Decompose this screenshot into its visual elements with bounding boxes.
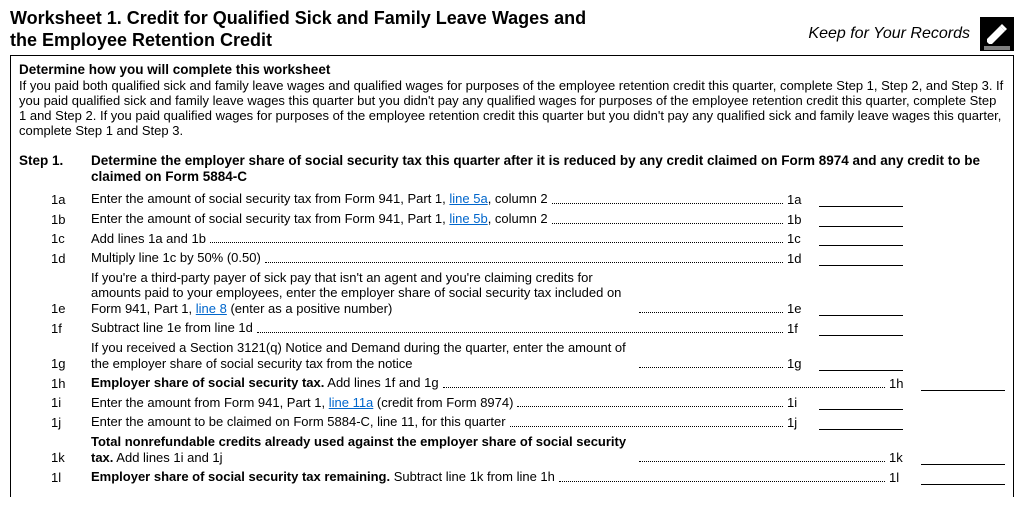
- line-1a: 1a Enter the amount of social security t…: [19, 191, 1005, 207]
- intro-paragraph: If you paid both qualified sick and fami…: [19, 79, 1005, 139]
- line-1c-blank[interactable]: [819, 232, 903, 246]
- line-1j-label: 1j: [19, 415, 75, 430]
- line-1a-text: Enter the amount of social security tax …: [75, 191, 548, 207]
- line-1d-text: Multiply line 1c by 50% (0.50): [75, 250, 261, 266]
- link-line8[interactable]: line 8: [196, 301, 227, 316]
- line-1c-label: 1c: [19, 231, 75, 246]
- line-1d-id: 1d: [787, 251, 813, 266]
- step1-row: Step 1. Determine the employer share of …: [19, 153, 1005, 185]
- line-1f-id: 1f: [787, 321, 813, 336]
- line-1e-label: 1e: [19, 301, 75, 316]
- line-1g: 1g If you received a Section 3121(q) Not…: [19, 340, 1005, 371]
- line-1a-blank[interactable]: [819, 193, 903, 207]
- line-1h-blank[interactable]: [921, 377, 1005, 391]
- step1-label: Step 1.: [19, 153, 79, 168]
- line-1b-text: Enter the amount of social security tax …: [75, 211, 548, 227]
- line-1d-label: 1d: [19, 251, 75, 266]
- determine-heading: Determine how you will complete this wor…: [19, 62, 1005, 77]
- line-1b: 1b Enter the amount of social security t…: [19, 211, 1005, 227]
- line-1l-label: 1l: [19, 470, 75, 485]
- worksheet-title-line2: the Employee Retention Credit: [10, 30, 586, 52]
- line-1c: 1c Add lines 1a and 1b 1c: [19, 231, 1005, 247]
- line-1l-text: Employer share of social security tax re…: [75, 469, 555, 485]
- line-1k-label: 1k: [19, 450, 75, 465]
- line-1j-blank[interactable]: [819, 416, 903, 430]
- line-1g-label: 1g: [19, 356, 75, 371]
- line-1a-label: 1a: [19, 192, 75, 207]
- line-1b-blank[interactable]: [819, 213, 903, 227]
- link-line11a[interactable]: line 11a: [329, 395, 374, 410]
- pencil-icon: [980, 17, 1014, 51]
- line-1i: 1i Enter the amount from Form 941, Part …: [19, 395, 1005, 411]
- line-1h: 1h Employer share of social security tax…: [19, 375, 1005, 391]
- line-1h-label: 1h: [19, 376, 75, 391]
- line-1j-id: 1j: [787, 415, 813, 430]
- line-1f: 1f Subtract line 1e from line 1d 1f: [19, 320, 1005, 336]
- line-1h-text: Employer share of social security tax. A…: [75, 375, 439, 391]
- line-1h-id: 1h: [889, 376, 915, 391]
- line-1b-id: 1b: [787, 212, 813, 227]
- worksheet-header: Worksheet 1. Credit for Qualified Sick a…: [10, 8, 1014, 51]
- line-1l-id: 1l: [889, 470, 915, 485]
- line-1i-id: 1i: [787, 395, 813, 410]
- worksheet-box: Determine how you will complete this wor…: [10, 55, 1014, 497]
- line-1c-id: 1c: [787, 231, 813, 246]
- line-1k: 1k Total nonrefundable credits already u…: [19, 434, 1005, 465]
- line-1i-blank[interactable]: [819, 396, 903, 410]
- line-1e: 1e If you're a third-party payer of sick…: [19, 270, 1005, 317]
- line-1i-label: 1i: [19, 395, 75, 410]
- line-1k-text: Total nonrefundable credits already used…: [75, 434, 635, 465]
- line-1e-id: 1e: [787, 301, 813, 316]
- line-1b-label: 1b: [19, 212, 75, 227]
- worksheet-title-line1: Worksheet 1. Credit for Qualified Sick a…: [10, 8, 586, 30]
- link-line5b[interactable]: line 5b: [449, 211, 487, 226]
- line-1l: 1l Employer share of social security tax…: [19, 469, 1005, 485]
- line-1g-blank[interactable]: [819, 357, 903, 371]
- line-1g-id: 1g: [787, 356, 813, 371]
- line-1f-blank[interactable]: [819, 322, 903, 336]
- step1-desc: Determine the employer share of social s…: [91, 153, 1005, 185]
- line-1k-blank[interactable]: [921, 451, 1005, 465]
- line-1l-blank[interactable]: [921, 471, 1005, 485]
- line-1j: 1j Enter the amount to be claimed on For…: [19, 414, 1005, 430]
- line-1g-text: If you received a Section 3121(q) Notice…: [75, 340, 635, 371]
- line-1i-text: Enter the amount from Form 941, Part 1, …: [75, 395, 513, 411]
- line-1f-text: Subtract line 1e from line 1d: [75, 320, 253, 336]
- line-1f-label: 1f: [19, 321, 75, 336]
- link-line5a[interactable]: line 5a: [449, 191, 487, 206]
- line-1e-text: If you're a third-party payer of sick pa…: [75, 270, 635, 317]
- keep-for-records: Keep for Your Records: [808, 25, 970, 43]
- line-1d: 1d Multiply line 1c by 50% (0.50) 1d: [19, 250, 1005, 266]
- line-1c-text: Add lines 1a and 1b: [75, 231, 206, 247]
- line-1d-blank[interactable]: [819, 252, 903, 266]
- line-1a-id: 1a: [787, 192, 813, 207]
- line-1e-blank[interactable]: [819, 302, 903, 316]
- line-1j-text: Enter the amount to be claimed on Form 5…: [75, 414, 506, 430]
- line-1k-id: 1k: [889, 450, 915, 465]
